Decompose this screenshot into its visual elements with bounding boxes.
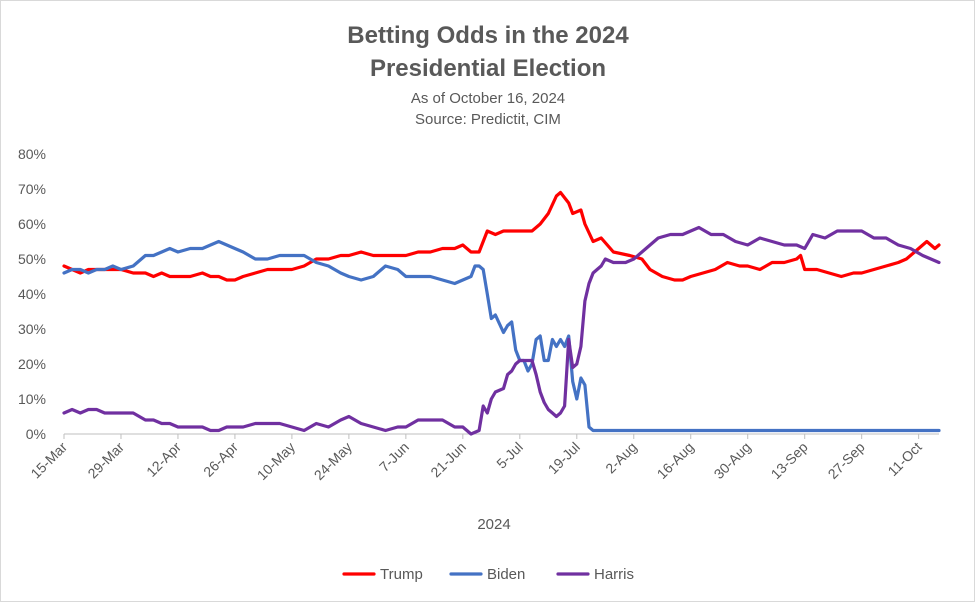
x-tick-label: 11-Oct <box>884 439 924 479</box>
x-tick-label: 19-Jul <box>545 439 583 477</box>
legend-label-biden: Biden <box>487 566 525 583</box>
y-tick-label: 40% <box>18 286 46 302</box>
x-tick-label: 7-Jun <box>376 439 412 475</box>
x-axis: 15-Mar 29-Mar 12-Apr 26-Apr 10-May 24-May 7-Ju… <box>27 433 939 483</box>
chart-subtitle-line-2: Source: Predictit, CIM <box>415 111 561 128</box>
x-tick-label: 24-May <box>311 439 355 483</box>
chart-title-line-2: Presidential Election <box>370 55 606 82</box>
series-line-biden <box>62 239 941 433</box>
x-tick-label: 16-Aug <box>654 439 697 482</box>
x-tick-label: 12-Apr <box>143 439 184 480</box>
x-tick-label: 13-Sep <box>768 439 811 482</box>
y-tick-label: 50% <box>18 251 46 267</box>
x-axis-title: 2024 <box>477 516 510 533</box>
y-tick-label: 30% <box>18 321 46 337</box>
legend-label-trump: Trump <box>380 566 423 583</box>
y-tick-label: 0% <box>26 426 46 442</box>
x-tick-label: 27-Sep <box>825 439 868 482</box>
x-tick-label: 21-Jun <box>427 439 469 481</box>
x-tick-label: 30-Aug <box>711 439 754 482</box>
y-axis-tick-labels: 0% 10% 20% 30% 40% 50% 60% 70% 80% <box>18 146 46 442</box>
series-line-harris <box>62 225 941 436</box>
x-tick-label: 10-May <box>254 439 298 483</box>
legend-label-harris: Harris <box>594 566 634 583</box>
x-tick-label: 26-Apr <box>200 439 241 480</box>
x-tick-label: 5-Jul <box>493 439 526 472</box>
x-tick-label: 2-Aug <box>602 439 640 477</box>
y-tick-label: 60% <box>18 216 46 232</box>
x-tick-label: 15-Mar <box>27 439 70 482</box>
chart-subtitle-line-1: As of October 16, 2024 <box>411 90 565 107</box>
y-tick-label: 10% <box>18 391 46 407</box>
y-tick-label: 70% <box>18 181 46 197</box>
y-tick-label: 80% <box>18 146 46 162</box>
chart-legend: Trump Biden Harris <box>342 566 634 583</box>
chart-title-line-1: Betting Odds in the 2024 <box>347 22 629 49</box>
y-tick-label: 20% <box>18 356 46 372</box>
series-lines <box>62 190 941 436</box>
series-line-trump <box>62 190 941 282</box>
x-tick-label: 29-Mar <box>84 439 127 482</box>
